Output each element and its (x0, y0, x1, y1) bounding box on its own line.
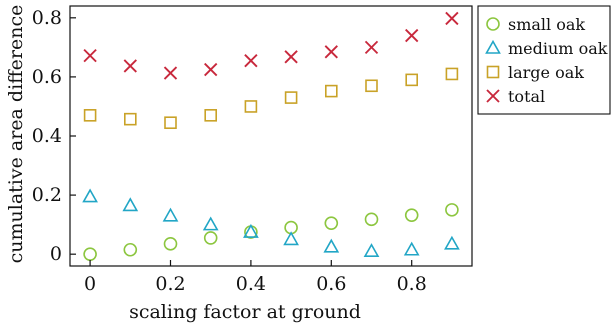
data-point-medium-oak (403, 241, 420, 256)
data-point-total (204, 62, 218, 77)
data-point-total (284, 50, 298, 64)
data-point-total (364, 40, 379, 55)
legend-marker-total (486, 89, 500, 103)
data-point-small-oak (364, 212, 379, 227)
data-point-medium-oak (162, 207, 179, 222)
data-point-total (405, 28, 419, 43)
data-point-large-oak (324, 84, 338, 98)
data-point-small-oak (445, 203, 459, 217)
y-tick-label: 0.8 (32, 7, 62, 29)
legend-label-small-oak: small oak (508, 15, 585, 34)
data-point-medium-oak (283, 231, 299, 246)
data-point-large-oak (284, 91, 298, 104)
data-point-small-oak (163, 237, 178, 251)
axes: 0 0.2 0.4 0.6 0.8 0 0.2 0.4 0.6 0.8 (32, 5, 473, 295)
data-point-large-oak (83, 109, 97, 122)
data-point-large-oak (405, 73, 419, 87)
x-tick-label: 0.2 (155, 273, 185, 295)
data-point-large-oak (164, 116, 177, 130)
legend-marker-large-oak (486, 65, 500, 79)
data-point-total (123, 59, 137, 73)
data-point-small-oak (203, 231, 218, 245)
data-point-small-oak (324, 216, 339, 230)
data-point-large-oak (204, 109, 217, 122)
data-point-large-oak (445, 67, 459, 81)
y-axis-label: cumulative area difference (5, 5, 27, 264)
legend: small oak medium oak large oak total (477, 5, 611, 115)
data-point-large-oak (365, 79, 378, 93)
data-point-medium-oak (444, 235, 460, 250)
data-point-total (163, 66, 178, 80)
data-point-medium-oak (363, 243, 380, 258)
legend-label-large-oak: large oak (508, 63, 584, 82)
x-tick-label: 0.8 (397, 273, 427, 295)
x-tick-label: 0.6 (316, 273, 346, 295)
y-tick-label: 0.4 (32, 125, 62, 147)
data-point-total (83, 48, 97, 63)
data-point-small-oak (404, 208, 419, 222)
y-tick-label: 0.2 (32, 184, 62, 206)
data-point-medium-oak (202, 216, 219, 231)
data-point-small-oak (83, 247, 97, 261)
data-point-total (445, 11, 459, 26)
plot-area (82, 11, 460, 261)
legend-box (477, 5, 611, 115)
data-point-medium-oak (122, 197, 139, 212)
legend-marker-small-oak (486, 17, 500, 31)
legend-marker-medium-oak (485, 39, 501, 54)
data-point-large-oak (244, 100, 258, 113)
legend-label-total: total (508, 87, 545, 106)
data-point-medium-oak (82, 188, 98, 203)
x-tick-label: 0 (84, 273, 96, 295)
data-point-medium-oak (323, 238, 340, 253)
data-point-medium-oak (243, 223, 259, 238)
data-point-total (244, 53, 258, 68)
data-point-total (324, 45, 338, 59)
plot-frame (69, 5, 473, 267)
data-point-small-oak (123, 242, 138, 257)
y-tick-label: 0 (50, 243, 62, 265)
legend-label-medium-oak: medium oak (508, 39, 608, 58)
y-tick-label: 0.6 (32, 66, 62, 88)
data-point-large-oak (124, 112, 137, 126)
x-axis-label: scaling factor at ground (129, 301, 361, 323)
x-tick-label: 0.4 (236, 273, 266, 295)
